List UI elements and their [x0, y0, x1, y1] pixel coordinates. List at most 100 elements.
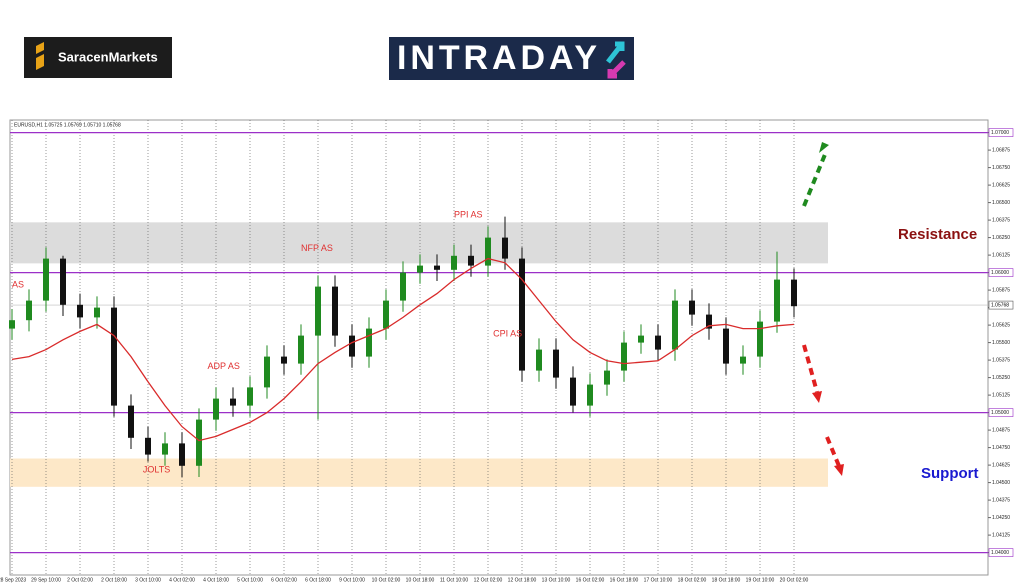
candle-body	[672, 300, 678, 350]
x-tick-label: 29 Sep 10:00	[31, 577, 61, 583]
arrow-head	[819, 142, 829, 153]
x-tick-label: 12 Oct 02:00	[474, 577, 503, 583]
x-tick-label: 4 Oct 18:00	[203, 577, 229, 583]
x-tick-label: 2 Oct 18:00	[101, 577, 127, 583]
candle-body	[332, 286, 338, 336]
level-label-box	[988, 548, 1014, 557]
level-label-box	[988, 128, 1014, 137]
current-price-label: 1.05768	[991, 302, 1009, 308]
symbol-info: EURUSD,H1 1.05725 1.05769 1.05710 1.0576…	[14, 122, 121, 128]
candle-body	[434, 265, 440, 270]
y-tick-label: 1.06375	[992, 217, 1010, 223]
candle-body	[349, 335, 355, 357]
candle-body	[281, 356, 287, 364]
candle-body	[162, 443, 168, 455]
chart: EURUSD,H1 1.05725 1.05769 1.05710 1.0576…	[0, 120, 1014, 583]
x-tick-label: 11 Oct 10:00	[440, 577, 468, 583]
candle-body	[43, 258, 49, 301]
x-tick-label: 4 Oct 02:00	[169, 577, 195, 583]
annotation: CPI AS	[493, 329, 522, 339]
candle-body	[774, 279, 780, 322]
candle-body	[570, 377, 576, 406]
level-label: 1.07000	[991, 130, 1009, 136]
resistance-label: Resistance	[898, 226, 977, 243]
candle-body	[757, 321, 763, 357]
candle-body	[655, 335, 661, 350]
candle-body	[298, 335, 304, 364]
logo-right: INTRADAY	[397, 39, 597, 77]
zone	[10, 222, 828, 264]
y-tick-label: 1.06875	[992, 147, 1010, 153]
candle-body	[706, 314, 712, 329]
arrow-down	[802, 344, 819, 393]
x-tick-label: 12 Oct 18:00	[508, 577, 537, 583]
logo-arrow-down	[607, 60, 626, 79]
logo-icon	[36, 42, 44, 70]
candle-body	[77, 304, 83, 318]
candle-body	[111, 307, 117, 406]
candle-body	[502, 237, 508, 259]
candle-body	[417, 265, 423, 273]
annotation: ADP AS	[208, 361, 240, 371]
x-tick-label: 5 Oct 10:00	[237, 577, 263, 583]
candle-body	[196, 419, 202, 466]
candle-body	[94, 307, 100, 318]
x-tick-label: 18 Oct 02:00	[678, 577, 707, 583]
plot-frame	[9, 119, 989, 576]
x-tick-label: 2 Oct 02:00	[67, 577, 93, 583]
candle-body	[383, 300, 389, 329]
y-tick-label: 1.05250	[992, 375, 1010, 381]
candle-body	[587, 384, 593, 406]
candle-body	[723, 328, 729, 364]
x-tick-label: 17 Oct 10:00	[644, 577, 673, 583]
current-price-box	[988, 300, 1014, 310]
y-tick-label: 1.04125	[992, 532, 1010, 538]
x-tick-label: 3 Oct 10:00	[135, 577, 161, 583]
candle-body	[145, 437, 151, 455]
x-tick-label: 9 Oct 10:00	[339, 577, 365, 583]
y-tick-label: 1.04375	[992, 497, 1010, 503]
candle-body	[740, 356, 746, 364]
x-tick-label: 13 Oct 10:00	[542, 577, 571, 583]
candle-body	[791, 279, 797, 307]
candle-body	[485, 237, 491, 266]
y-tick-label: 1.06750	[992, 165, 1010, 171]
candle-body	[553, 349, 559, 378]
level-label: 1.06000	[991, 270, 1009, 276]
y-tick-label: 1.04750	[992, 445, 1010, 451]
candle-body	[689, 300, 695, 315]
candle-body	[519, 258, 525, 371]
x-tick-label: 28 Sep 2023	[0, 577, 26, 583]
y-tick-label: 1.06125	[992, 252, 1010, 258]
y-tick-label: 1.05125	[992, 392, 1010, 398]
arrow-down	[825, 436, 841, 467]
x-tick-label: 18 Oct 18:00	[712, 577, 741, 583]
candle-body	[400, 272, 406, 301]
level-label: 1.04000	[991, 550, 1009, 556]
logo-right-box	[389, 37, 634, 80]
annotation: JOLTS	[143, 464, 170, 474]
candle-body	[468, 255, 474, 266]
x-tick-label: 6 Oct 02:00	[271, 577, 297, 583]
annotation: NFP AS	[301, 243, 333, 253]
y-tick-label: 1.06500	[992, 200, 1010, 206]
x-tick-label: 10 Oct 02:00	[372, 577, 401, 583]
y-tick-label: 1.05625	[992, 322, 1010, 328]
logo-left: SaracenMarkets	[58, 49, 158, 64]
level-label: 1.05000	[991, 410, 1009, 416]
x-tick-label: 6 Oct 18:00	[305, 577, 331, 583]
candle-body	[315, 286, 321, 336]
y-tick-label: 1.04500	[992, 480, 1010, 486]
x-tick-label: 16 Oct 18:00	[610, 577, 639, 583]
moving-average	[11, 257, 795, 442]
x-tick-label: 20 Oct 02:00	[780, 577, 809, 583]
arrow-up	[802, 151, 828, 207]
y-tick-label: 1.04250	[992, 515, 1010, 521]
arrows	[802, 142, 844, 476]
candle-body	[604, 370, 610, 385]
candle-body	[26, 300, 32, 321]
x-tick-label: 10 Oct 18:00	[406, 577, 435, 583]
y-tick-label: 1.06625	[992, 182, 1010, 188]
y-tick-label: 1.05875	[992, 287, 1010, 293]
zone	[10, 458, 828, 487]
